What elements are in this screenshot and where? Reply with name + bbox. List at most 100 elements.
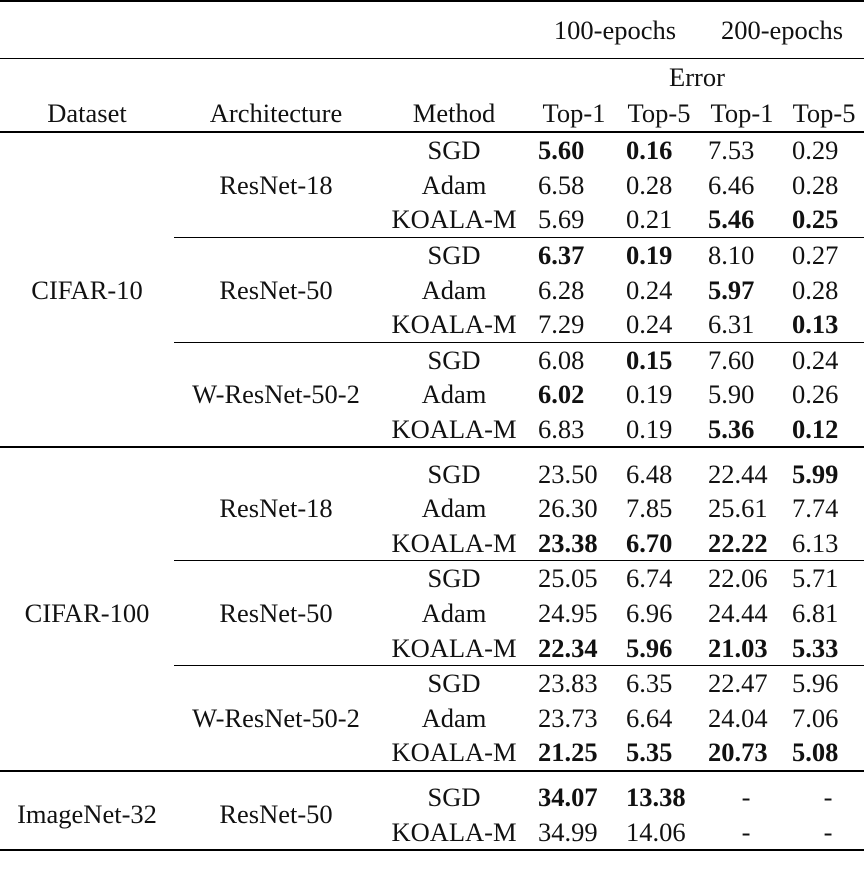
value-cell: 0.19 bbox=[618, 236, 701, 273]
dataset-cell: ImageNet-32 bbox=[0, 769, 174, 851]
method-cell: KOALA-M bbox=[391, 737, 517, 768]
value-cell: 22.47 bbox=[700, 664, 785, 701]
architecture-cell: ResNet-18 bbox=[174, 130, 378, 238]
value-cell: 5.60 bbox=[530, 131, 618, 168]
value-cell: 6.58 bbox=[538, 169, 585, 200]
table-row: W-ResNet-50-2 SGD 6.08 0.15 7.60 0.24 bbox=[0, 341, 865, 448]
value-cell: 0.29 bbox=[784, 131, 865, 168]
value-cell: 0.19 bbox=[626, 414, 673, 445]
value-cell: 0.25 bbox=[792, 204, 839, 235]
value-cell: 20.73 bbox=[708, 737, 768, 768]
value-cell: 6.83 bbox=[538, 414, 585, 445]
table-row: Adam 26.30 7.85 25.61 7.74 bbox=[0, 491, 864, 526]
value-cell: 7.60 bbox=[700, 341, 785, 378]
value-cell: 23.50 bbox=[530, 446, 618, 491]
table-row: KOALA-M 6.83 0.19 5.36 0.12 bbox=[0, 412, 864, 448]
value-cell: 0.28 bbox=[626, 169, 673, 200]
table-row: KOALA-M 23.38 6.70 22.22 6.13 bbox=[0, 526, 864, 561]
value-cell: 22.06 bbox=[700, 560, 785, 596]
value-cell: 5.99 bbox=[784, 446, 865, 491]
architecture-cell: ResNet-50 bbox=[174, 560, 378, 666]
architecture-cell: ResNet-18 bbox=[174, 446, 378, 561]
header-error: Error bbox=[530, 58, 865, 95]
header-top5-200: Top-5 bbox=[792, 98, 856, 128]
table-row: KOALA-M 21.25 5.35 20.73 5.08 bbox=[0, 735, 864, 771]
value-cell: 0.24 bbox=[626, 309, 673, 340]
value-cell: 5.35 bbox=[626, 737, 673, 768]
value-cell: 6.48 bbox=[618, 446, 701, 491]
value-cell: - bbox=[784, 814, 865, 851]
results-table-container: 100-epochs 200-epochs Error Dataset Arch… bbox=[0, 0, 865, 851]
architecture-cell: ResNet-50 bbox=[174, 236, 378, 343]
table-row: Adam 6.28 0.24 5.97 0.28 bbox=[0, 272, 864, 307]
value-cell: 6.37 bbox=[530, 236, 618, 273]
value-cell: 13.38 bbox=[618, 769, 701, 815]
architecture-cell: W-ResNet-50-2 bbox=[174, 664, 378, 771]
table-row: ResNet-50 SGD 6.37 0.19 8.10 0.27 bbox=[0, 236, 865, 343]
value-cell: 24.95 bbox=[538, 598, 598, 629]
method-cell: Adam bbox=[421, 598, 487, 629]
table-row: Adam 23.73 6.64 24.04 7.06 bbox=[0, 701, 864, 736]
value-cell: 23.83 bbox=[530, 664, 618, 701]
header-top1-200: Top-1 bbox=[710, 98, 774, 128]
method-cell: KOALA-M bbox=[391, 632, 517, 663]
value-cell: 6.81 bbox=[792, 598, 839, 629]
method-cell: KOALA-M bbox=[391, 204, 517, 235]
value-cell: 0.28 bbox=[792, 274, 839, 305]
table-row: ImageNet-32 ResNet-50 SGD 34.07 13.38- - bbox=[0, 769, 865, 851]
value-cell: 0.24 bbox=[626, 274, 673, 305]
table-header: 100-epochs 200-epochs Error Dataset Arch… bbox=[0, 0, 865, 132]
value-cell: 34.07 bbox=[530, 769, 618, 815]
value-cell: 8.10 bbox=[700, 236, 785, 273]
value-cell: 5.08 bbox=[792, 737, 839, 768]
table-row: ResNet-50 SGD 25.05 6.74 22.06 5.71 bbox=[0, 560, 865, 666]
header-method: Method bbox=[412, 98, 496, 128]
table-row: Adam 24.95 6.96 24.44 6.81 bbox=[0, 596, 864, 631]
value-cell: 0.26 bbox=[792, 379, 839, 410]
value-cell: 22.34 bbox=[538, 632, 598, 663]
value-cell: 22.44 bbox=[700, 446, 785, 491]
value-cell: 7.06 bbox=[792, 702, 839, 733]
table-row: Adam 6.58 0.28 6.46 0.28 bbox=[0, 168, 864, 203]
method-cell: Adam bbox=[421, 169, 487, 200]
value-cell: 0.16 bbox=[618, 131, 701, 168]
header-top1-100: Top-1 bbox=[542, 98, 606, 128]
value-cell: 24.44 bbox=[708, 598, 768, 629]
table-row: CIFAR-100 ResNet-18 SGD 23.50 6.48 22.44 5.99 bbox=[0, 446, 865, 771]
value-cell: 0.24 bbox=[784, 341, 865, 378]
value-cell: 5.46 bbox=[708, 204, 755, 235]
results-table: 100-epochs 200-epochs Error Dataset Arch… bbox=[0, 0, 865, 851]
value-cell: 34.99 bbox=[530, 814, 618, 851]
method-cell: SGD bbox=[378, 769, 530, 815]
value-cell: 5.71 bbox=[784, 560, 865, 596]
header-200-epochs: 200-epochs bbox=[700, 0, 865, 59]
value-cell: 5.69 bbox=[538, 204, 585, 235]
method-cell: KOALA-M bbox=[391, 527, 517, 558]
method-cell: SGD bbox=[378, 236, 530, 273]
value-cell: 23.73 bbox=[538, 702, 598, 733]
value-cell: 6.46 bbox=[708, 169, 755, 200]
table-body: CIFAR-10 ResNet-18 SGD 5.60 0.16 7.53 0.29 Adam… bbox=[0, 130, 865, 851]
method-cell: KOALA-M bbox=[378, 814, 530, 851]
value-cell: 0.15 bbox=[618, 341, 701, 378]
value-cell: 6.74 bbox=[618, 560, 701, 596]
value-cell: 6.02 bbox=[538, 379, 585, 410]
value-cell: 25.05 bbox=[530, 560, 618, 596]
value-cell: 6.13 bbox=[792, 527, 839, 558]
value-cell: 23.38 bbox=[538, 527, 598, 558]
value-cell: 21.25 bbox=[538, 737, 598, 768]
value-cell: 5.36 bbox=[708, 414, 755, 445]
table-row: KOALA-M 5.69 0.21 5.46 0.25 bbox=[0, 202, 864, 237]
value-cell: 0.27 bbox=[784, 236, 865, 273]
value-cell: 5.96 bbox=[626, 632, 673, 663]
value-cell: 24.04 bbox=[708, 702, 768, 733]
method-cell: Adam bbox=[421, 493, 487, 524]
value-cell: 14.06 bbox=[618, 814, 701, 851]
value-cell: 22.22 bbox=[708, 527, 768, 558]
value-cell: 0.28 bbox=[792, 169, 839, 200]
value-cell: 6.64 bbox=[626, 702, 673, 733]
value-cell: 6.28 bbox=[538, 274, 585, 305]
table-row: W-ResNet-50-2 SGD 23.83 6.35 22.47 5.96 bbox=[0, 664, 865, 771]
value-cell: 0.12 bbox=[792, 414, 839, 445]
method-cell: KOALA-M bbox=[391, 309, 517, 340]
